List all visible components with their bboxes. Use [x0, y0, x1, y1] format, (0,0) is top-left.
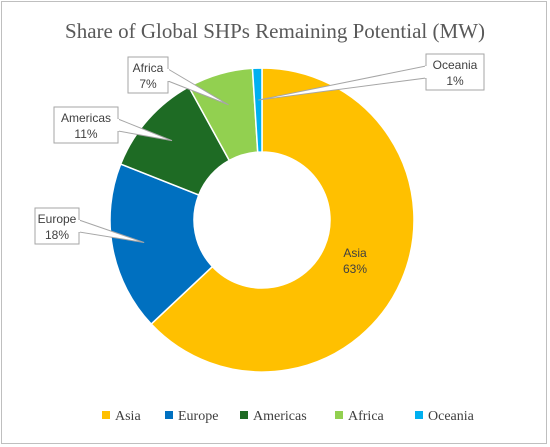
data-label-americas: Americas 11% — [53, 106, 173, 144]
legend: Asia Europe Americas Africa Oceania — [102, 409, 475, 424]
callout-box — [127, 56, 169, 94]
legend-item-africa: Africa — [335, 409, 385, 424]
legend-label: Europe — [178, 409, 218, 424]
data-label-value: 18% — [45, 228, 69, 242]
data-label-callouts: Asia 63% Europe 18% Americas 11% Africa 7% Ocean… — [34, 53, 485, 276]
slice-oceania — [251, 67, 263, 153]
data-label-asia: Asia 63% — [343, 246, 367, 276]
legend-label: Oceania — [428, 409, 475, 424]
slice-europe — [109, 163, 214, 326]
data-label-value: 63% — [343, 262, 367, 276]
chart-title: Share of Global SHPs Remaining Potential… — [65, 19, 485, 43]
data-label-value: 11% — [74, 127, 97, 141]
legend-swatch — [335, 411, 343, 419]
data-label-category: Asia — [343, 246, 367, 260]
data-label-europe: Europe 18% — [34, 207, 145, 245]
legend-label: Americas — [253, 409, 307, 424]
data-label-category: Oceania — [433, 58, 478, 72]
legend-swatch — [165, 411, 173, 419]
data-label-category: Americas — [61, 111, 111, 125]
data-label-category: Africa — [133, 61, 164, 75]
callout-box — [425, 53, 485, 91]
legend-label: Africa — [348, 409, 385, 424]
donut-slices — [109, 67, 415, 373]
data-label-value: 7% — [139, 77, 157, 91]
legend-item-europe: Europe — [165, 409, 218, 424]
legend-swatch — [415, 411, 423, 419]
legend-swatch — [240, 411, 248, 419]
legend-swatch — [102, 411, 110, 419]
legend-item-americas: Americas — [240, 409, 307, 424]
data-label-africa: Africa 7% — [127, 56, 229, 106]
data-label-category: Europe — [38, 212, 77, 226]
slice-asia — [150, 67, 415, 373]
legend-item-asia: Asia — [102, 409, 141, 424]
data-label-oceania: Oceania 1% — [258, 53, 485, 101]
data-label-value: 1% — [446, 74, 464, 88]
legend-item-oceania: Oceania — [415, 409, 475, 424]
callout-box — [53, 106, 119, 144]
legend-label: Asia — [115, 409, 141, 424]
